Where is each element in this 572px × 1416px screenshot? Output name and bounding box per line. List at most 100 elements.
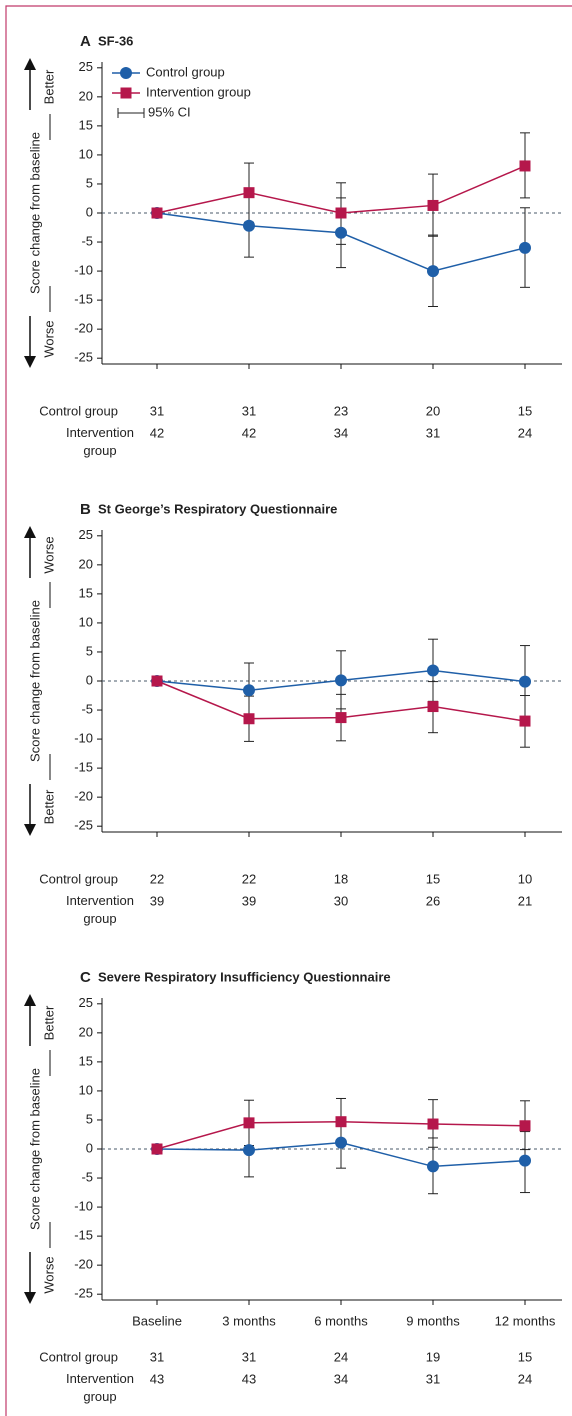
point [519,160,531,172]
point [519,1120,531,1132]
legend-marker [120,67,132,79]
y-tick-label: -5 [81,1169,93,1184]
point [243,684,255,697]
direction-bottom: Worse [41,320,56,357]
table-row-label: Intervention group [66,425,134,458]
y-tick-label: 10 [79,146,93,161]
y-tick-label: 20 [79,1024,93,1039]
point [427,199,439,211]
table-row-label: Intervention group [66,1371,134,1404]
point [243,187,255,199]
y-tick-label: -10 [74,263,93,278]
table-cell: 39 [242,893,256,908]
table-row-label-wrap: Intervention group [66,893,134,926]
table-cell: 43 [150,1371,164,1386]
table-cell: 23 [334,403,348,418]
table-cell: 31 [426,1371,440,1386]
point [335,1136,347,1149]
table-cell: 10 [518,871,532,886]
y-tick-label: -25 [74,1286,93,1301]
panel-letter: C [80,969,91,986]
y-tick-label: 5 [86,1111,93,1126]
direction-top: Better [41,1005,56,1040]
table-cell: 39 [150,893,164,908]
table-cell: 26 [426,893,440,908]
table-cell: 22 [150,871,164,886]
point [243,713,255,725]
point [335,674,347,687]
point [519,715,531,727]
point [519,675,531,688]
point [243,219,255,232]
table-cell: 22 [242,871,256,886]
y-tick-label: -15 [74,292,93,307]
point [243,1144,255,1157]
table-cell: 20 [426,403,440,418]
frame [5,5,572,1416]
table-cell: 42 [150,425,164,440]
table-cell: 21 [518,893,532,908]
panel-title: SF-36 [98,33,133,48]
table-cell: 43 [242,1371,256,1386]
y-tick-label: 25 [79,995,93,1010]
table-cell: 34 [334,1371,348,1386]
y-tick-label: 5 [86,175,93,190]
y-axis-label: Score change from baseline [27,600,42,762]
table-cell: 30 [334,893,348,908]
legend-label: 95% CI [148,104,191,119]
x-tick-label: 12 months [495,1313,556,1328]
direction-bottom: Better [41,789,56,824]
point [427,265,439,278]
table-cell: 18 [334,871,348,886]
y-tick-label: 20 [79,556,93,571]
y-tick-label: 15 [79,1053,93,1068]
table-cell: 31 [242,403,256,418]
y-tick-label: 20 [79,88,93,103]
y-tick-label: -15 [74,760,93,775]
direction-top: Better [41,69,56,104]
y-tick-label: -20 [74,321,93,336]
y-axis-label: Score change from baseline [27,132,42,294]
table-cell: 24 [518,1371,532,1386]
table-cell: 15 [518,1349,532,1364]
panel-letter: B [80,501,91,518]
point [427,701,439,713]
x-tick-label: Baseline [132,1313,182,1328]
table-row-label: Control group [39,403,118,418]
point [427,664,439,677]
y-tick-label: 0 [86,204,93,219]
point [427,1160,439,1173]
point [335,1116,347,1128]
table-row-label-wrap: Intervention group [66,425,134,458]
table-cell: 42 [242,425,256,440]
direction-bottom: Worse [41,1256,56,1293]
point [151,207,163,219]
y-tick-label: 0 [86,1140,93,1155]
legend-label: Intervention group [146,84,251,99]
y-tick-label: 0 [86,672,93,687]
y-tick-label: -25 [74,818,93,833]
table-cell: 31 [150,1349,164,1364]
point [335,207,347,219]
y-tick-label: -5 [81,233,93,248]
point [243,1117,255,1129]
y-tick-label: -15 [74,1228,93,1243]
point [519,241,531,254]
y-tick-label: -5 [81,701,93,716]
y-tick-label: -10 [74,1199,93,1214]
table-row-label: Control group [39,1349,118,1364]
legend-marker [120,87,132,99]
table-cell: 24 [334,1349,348,1364]
y-axis-label: Score change from baseline [27,1068,42,1230]
point [519,1154,531,1167]
table-cell: 31 [150,403,164,418]
point [335,226,347,239]
table-cell: 31 [426,425,440,440]
panel-letter: A [80,33,91,50]
direction-top: Worse [41,536,56,573]
y-tick-label: 25 [79,527,93,542]
table-cell: 19 [426,1349,440,1364]
y-tick-label: 15 [79,117,93,132]
x-tick-label: 9 months [406,1313,460,1328]
